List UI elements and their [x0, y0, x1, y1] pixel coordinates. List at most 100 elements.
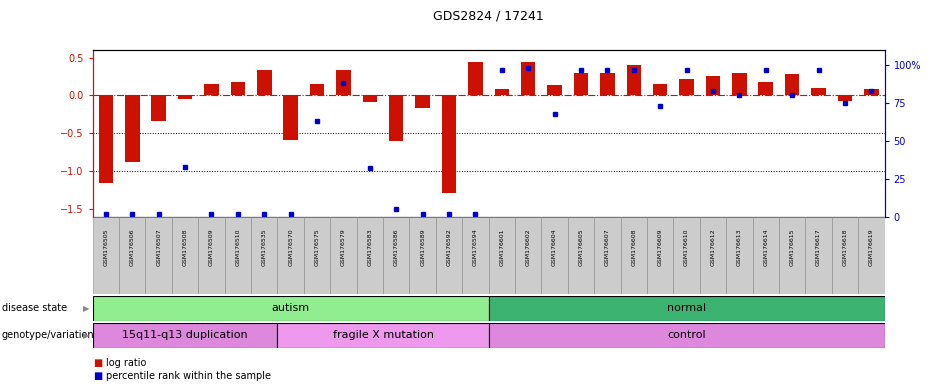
Bar — [304, 217, 330, 294]
Text: GSM176594: GSM176594 — [473, 228, 478, 266]
Text: percentile rank within the sample: percentile rank within the sample — [106, 371, 271, 381]
Bar — [706, 76, 720, 96]
Bar — [779, 217, 805, 294]
Bar — [832, 217, 858, 294]
Text: GSM176570: GSM176570 — [289, 228, 293, 266]
Bar — [93, 296, 489, 321]
Text: ▶: ▶ — [83, 331, 90, 339]
Bar — [442, 96, 456, 193]
Bar — [93, 217, 119, 294]
Text: GSM176617: GSM176617 — [816, 228, 821, 266]
Bar — [753, 217, 779, 294]
Bar — [858, 217, 885, 294]
Text: GSM176609: GSM176609 — [657, 228, 662, 266]
Text: GSM176510: GSM176510 — [236, 228, 240, 266]
Bar — [389, 96, 404, 141]
Bar — [488, 217, 515, 294]
Text: GSM176614: GSM176614 — [763, 228, 768, 266]
Text: GSM176619: GSM176619 — [868, 228, 874, 266]
Bar — [732, 73, 746, 96]
Bar — [362, 96, 377, 101]
Bar — [436, 217, 463, 294]
Bar — [204, 84, 219, 96]
Bar — [125, 96, 140, 162]
Bar — [573, 73, 588, 96]
Text: GSM176601: GSM176601 — [499, 228, 504, 266]
Bar — [495, 89, 509, 96]
Text: GSM176586: GSM176586 — [394, 228, 398, 266]
Bar — [805, 217, 832, 294]
Bar — [679, 79, 693, 96]
Bar — [488, 296, 885, 321]
Bar — [225, 217, 251, 294]
Bar — [151, 96, 166, 121]
Bar — [277, 323, 488, 348]
Text: genotype/variation: genotype/variation — [2, 330, 95, 340]
Bar — [785, 74, 799, 96]
Bar — [600, 73, 615, 96]
Bar — [98, 96, 114, 183]
Text: ■: ■ — [93, 371, 102, 381]
Text: GSM176612: GSM176612 — [710, 228, 715, 266]
Text: GSM176579: GSM176579 — [341, 228, 346, 266]
Bar — [119, 217, 146, 294]
Text: ■: ■ — [93, 358, 102, 368]
Bar — [199, 217, 225, 294]
Bar — [594, 217, 621, 294]
Bar — [521, 62, 535, 96]
Text: GSM176505: GSM176505 — [103, 228, 109, 266]
Text: GSM176509: GSM176509 — [209, 228, 214, 266]
Bar — [146, 217, 172, 294]
Bar — [463, 217, 489, 294]
Bar — [415, 96, 429, 108]
Text: GDS2824 / 17241: GDS2824 / 17241 — [433, 10, 544, 23]
Bar — [653, 84, 668, 96]
Bar — [468, 62, 482, 96]
Bar — [284, 96, 298, 139]
Text: GSM176605: GSM176605 — [579, 228, 584, 266]
Text: GSM176592: GSM176592 — [447, 228, 451, 266]
Bar — [837, 96, 852, 101]
Bar — [178, 96, 192, 99]
Text: control: control — [667, 330, 706, 340]
Bar — [231, 82, 245, 96]
Bar — [647, 217, 674, 294]
Bar — [336, 70, 351, 96]
Bar — [488, 323, 885, 348]
Bar — [541, 217, 568, 294]
Text: GSM176575: GSM176575 — [315, 228, 320, 266]
Text: GSM176608: GSM176608 — [631, 228, 637, 266]
Bar — [674, 217, 700, 294]
Bar — [309, 84, 324, 96]
Bar — [759, 82, 773, 96]
Text: GSM176583: GSM176583 — [367, 228, 373, 266]
Bar — [257, 70, 272, 96]
Text: GSM176535: GSM176535 — [262, 228, 267, 266]
Text: GSM176506: GSM176506 — [130, 228, 134, 266]
Bar — [330, 217, 357, 294]
Text: GSM176610: GSM176610 — [684, 228, 689, 266]
Bar — [700, 217, 727, 294]
Bar — [727, 217, 753, 294]
Bar — [251, 217, 277, 294]
Bar — [410, 217, 436, 294]
Bar — [277, 217, 304, 294]
Text: GSM176618: GSM176618 — [843, 228, 848, 266]
Bar — [568, 217, 594, 294]
Bar — [621, 217, 647, 294]
Bar — [515, 217, 541, 294]
Text: GSM176589: GSM176589 — [420, 228, 425, 266]
Bar — [812, 88, 826, 96]
Text: autism: autism — [272, 303, 309, 313]
Text: GSM176615: GSM176615 — [790, 228, 795, 266]
Bar — [357, 217, 383, 294]
Text: disease state: disease state — [2, 303, 67, 313]
Bar — [93, 323, 277, 348]
Text: normal: normal — [667, 303, 706, 313]
Text: fragile X mutation: fragile X mutation — [333, 330, 433, 340]
Bar — [172, 217, 199, 294]
Bar — [383, 217, 410, 294]
Text: log ratio: log ratio — [106, 358, 147, 368]
Bar — [626, 65, 641, 96]
Text: GSM176607: GSM176607 — [604, 228, 610, 266]
